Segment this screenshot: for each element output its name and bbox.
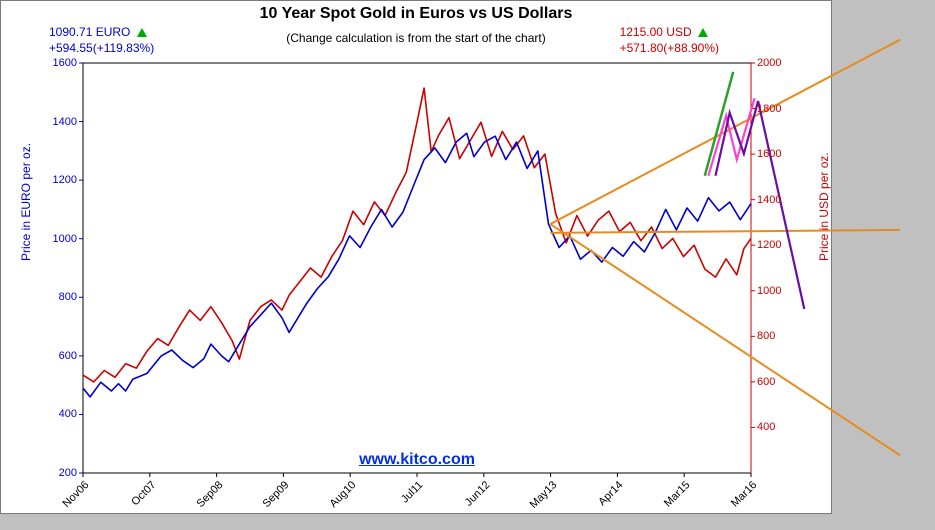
y-left-tick: 1200 (33, 174, 77, 186)
y-left-tick: 1400 (33, 116, 77, 128)
y-right-tick: 1200 (757, 239, 797, 251)
y-right-tick: 1600 (757, 148, 797, 160)
y-right-tick: 2000 (757, 57, 797, 69)
y-right-tick: 800 (757, 330, 797, 342)
y-left-tick: 600 (33, 350, 77, 362)
y-right-tick: 600 (757, 376, 797, 388)
y-left-tick: 400 (33, 408, 77, 420)
y-left-tick: 800 (33, 291, 77, 303)
y-right-tick: 400 (757, 421, 797, 433)
y-right-tick: 1400 (757, 194, 797, 206)
y-left-tick: 200 (33, 467, 77, 479)
y-right-tick: 1800 (757, 103, 797, 115)
chart-plot (1, 1, 833, 515)
chart-panel: 10 Year Spot Gold in Euros vs US Dollars… (0, 0, 832, 514)
y-left-tick: 1600 (33, 57, 77, 69)
y-right-tick: 1000 (757, 285, 797, 297)
kitco-link[interactable]: www.kitco.com (1, 451, 833, 469)
y-left-tick: 1000 (33, 233, 77, 245)
